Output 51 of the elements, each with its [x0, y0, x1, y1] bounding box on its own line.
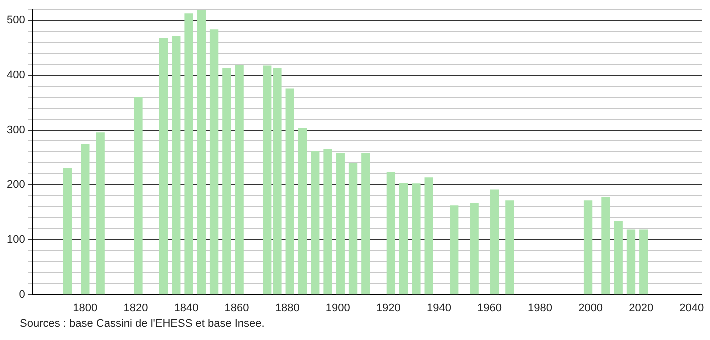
bar [584, 200, 593, 295]
x-tick-label: 1880 [275, 302, 300, 314]
y-tick-label: 500 [6, 14, 26, 27]
bar [386, 172, 396, 295]
x-tick-label: 1800 [73, 302, 98, 314]
y-tick-label: 200 [6, 179, 26, 192]
bar [450, 206, 459, 295]
bar [81, 144, 90, 295]
bar [184, 14, 194, 295]
x-tick-label: 2020 [629, 302, 654, 314]
bar [210, 30, 219, 295]
bar [311, 151, 320, 295]
x-tick-label: 1820 [124, 302, 148, 314]
bar [336, 152, 345, 295]
bar [96, 132, 105, 295]
bar [614, 222, 623, 295]
y-tick-label: 0 [19, 288, 26, 301]
bar [324, 149, 332, 295]
bar [63, 168, 72, 295]
x-tick-label: 1860 [224, 302, 250, 314]
bar [235, 65, 244, 295]
x-tick-label: 1940 [426, 302, 452, 314]
y-tick-label: 400 [6, 69, 26, 82]
bar [424, 178, 434, 295]
bar [602, 197, 610, 295]
bar [626, 230, 636, 295]
bar [348, 163, 358, 295]
bar [412, 184, 421, 295]
bar [159, 38, 168, 295]
y-tick-label: 300 [6, 124, 26, 136]
bar [298, 128, 308, 295]
x-tick-label: 1960 [477, 302, 502, 314]
source-note: Sources : base Cassini de l'EHESS et base Insee. [20, 318, 266, 330]
bar [506, 200, 514, 295]
x-tick-label: 1980 [528, 302, 553, 314]
bar [197, 10, 206, 295]
x-tick-label: 1840 [174, 302, 199, 314]
bar [470, 203, 479, 295]
bar [286, 88, 294, 295]
bar [222, 68, 232, 295]
bar [362, 152, 370, 295]
x-tick-label: 1920 [376, 302, 401, 314]
bar [490, 190, 500, 295]
x-tick-label: 1900 [326, 302, 350, 314]
x-tick-label: 2000 [578, 302, 604, 314]
bar [134, 97, 143, 295]
x-tick-label: 2040 [680, 302, 704, 314]
bar [172, 36, 181, 295]
y-tick-label: 100 [6, 234, 26, 246]
bar [399, 183, 408, 295]
bar [640, 230, 648, 295]
